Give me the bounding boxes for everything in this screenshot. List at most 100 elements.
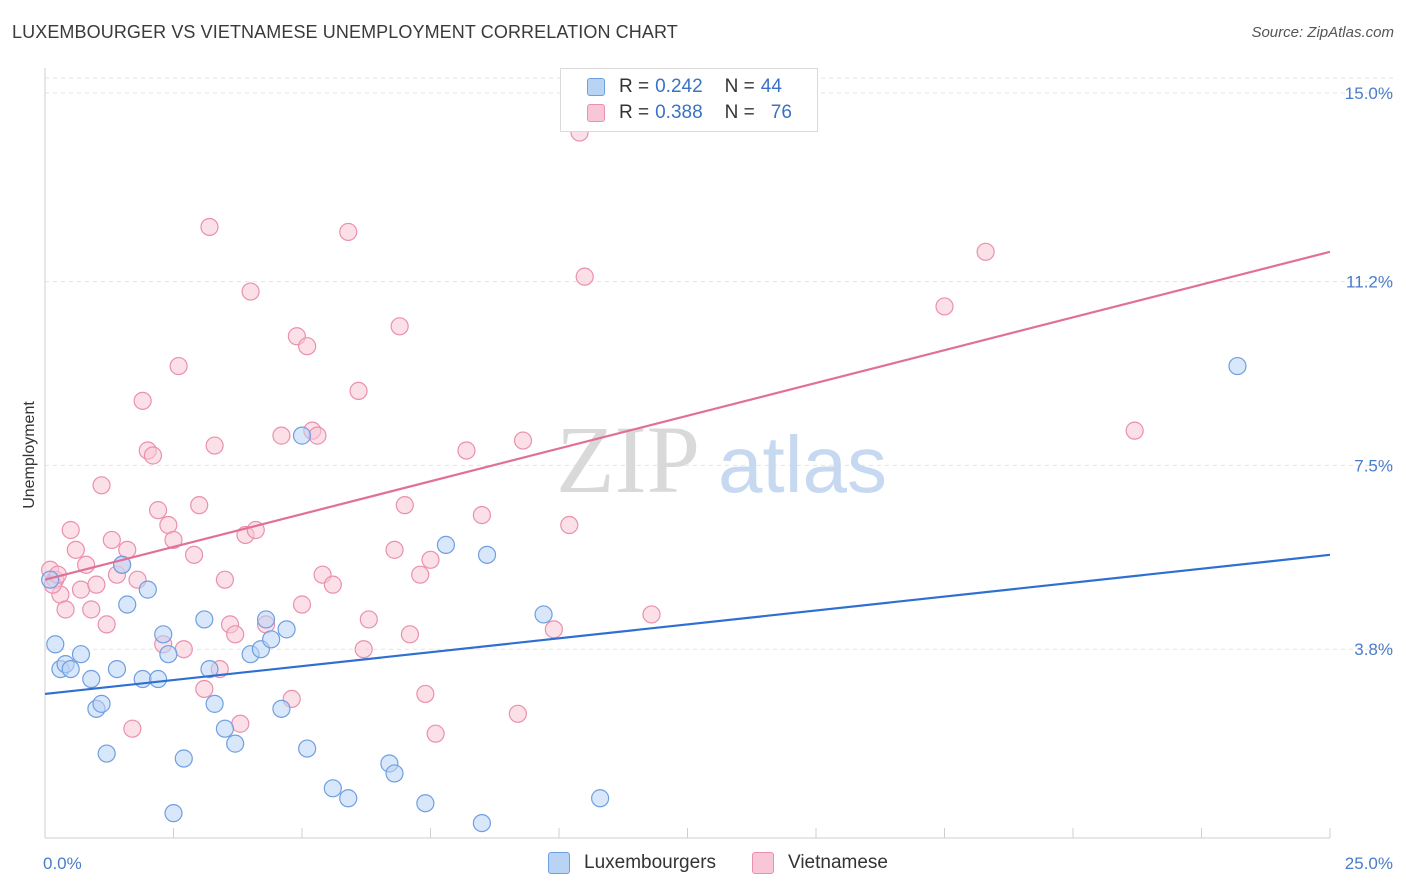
luxembourger-point	[46, 635, 65, 654]
legend-r-value: 0.388	[655, 102, 703, 123]
vietnamese-point	[174, 640, 193, 659]
luxembourger-points	[41, 356, 1247, 833]
vietnamese-trend-line	[44, 250, 1331, 581]
bottom-legend-label: Vietnamese	[788, 852, 888, 873]
legend: R = 0.242 N = 44 R = 0.388 N = 76	[560, 68, 818, 132]
luxembourger-point	[92, 694, 111, 713]
legend-r-label: R =	[619, 76, 650, 97]
vietnamese-point	[560, 515, 579, 535]
legend-row-vietnamese: R = 0.388 N = 76	[587, 101, 792, 125]
vietnamese-point	[200, 217, 219, 237]
vietnamese-point	[82, 600, 101, 619]
y-tick-label: 7.5%	[1354, 456, 1393, 475]
vietnamese-point	[169, 356, 188, 376]
luxembourger-point	[118, 595, 137, 614]
y-tick-label: 3.8%	[1354, 640, 1393, 659]
bottom-legend-label: Luxembourgers	[584, 852, 717, 873]
vietnamese-point	[339, 222, 358, 242]
vietnamese-point	[298, 337, 317, 356]
vietnamese-point	[164, 530, 183, 550]
vietnamese-point	[1125, 421, 1144, 440]
vietnamese-point	[976, 242, 995, 261]
axes	[44, 68, 1331, 839]
vietnamese-point	[66, 540, 85, 559]
vietnamese-point	[359, 610, 378, 629]
luxembourger-point	[148, 669, 168, 689]
x-tick-label: 25.0%	[1345, 854, 1393, 873]
luxembourger-point	[298, 739, 317, 758]
vietnamese-point	[184, 545, 204, 564]
luxembourger-point	[272, 699, 291, 718]
luxembourger-point	[477, 545, 497, 564]
bottom-legend-vietnamese[interactable]: Vietnamese	[752, 852, 888, 874]
vietnamese-point	[148, 501, 168, 520]
vietnamese-point	[143, 446, 163, 465]
vietnamese-point	[292, 595, 312, 614]
y-axis-label: Unemployment	[21, 401, 38, 509]
luxembourger-point	[591, 789, 610, 808]
vietnamese-point	[195, 679, 214, 699]
y-tick-label: 15.0%	[1345, 84, 1393, 103]
vietnamese-point	[308, 426, 327, 445]
luxembourger-point	[1228, 356, 1247, 376]
luxembourger-point	[138, 580, 157, 599]
luxembourger-point	[97, 744, 116, 763]
luxembourger-point	[200, 659, 219, 679]
vietnamese-point	[513, 431, 533, 450]
vietnamese-point	[61, 520, 80, 540]
bottom-legend-swatch-blue	[548, 852, 570, 874]
vietnamese-point	[215, 570, 234, 589]
vietnamese-point	[241, 282, 260, 301]
bottom-legend-luxembourgers[interactable]: Luxembourgers	[548, 852, 716, 874]
bottom-legend-swatch-pink	[752, 852, 774, 874]
x-tick-label: 0.0%	[43, 854, 82, 873]
luxembourger-point	[277, 620, 296, 639]
legend-n-value: 76	[770, 102, 792, 123]
vietnamese-point	[231, 714, 250, 733]
luxembourger-point	[174, 749, 193, 768]
vietnamese-point	[71, 580, 91, 599]
luxembourger-point	[472, 813, 491, 833]
grid	[45, 77, 1395, 650]
vietnamese-point	[87, 575, 106, 594]
luxembourger-point	[339, 789, 358, 808]
luxembourger-point	[195, 610, 214, 629]
trend-lines	[44, 250, 1331, 696]
vietnamese-point	[190, 496, 209, 515]
vietnamese-point	[102, 530, 121, 550]
vietnamese-point	[935, 297, 954, 316]
vietnamese-point	[575, 267, 594, 286]
vietnamese-point	[354, 640, 373, 659]
luxembourger-point	[256, 610, 276, 629]
vietnamese-point	[92, 476, 111, 495]
luxembourger-point	[107, 659, 127, 679]
vietnamese-point	[205, 436, 224, 455]
vietnamese-point	[385, 540, 404, 559]
watermark-atlas: atlas	[718, 420, 887, 509]
luxembourger-point	[385, 764, 404, 783]
vietnamese-point	[416, 684, 435, 704]
vietnamese-point	[390, 317, 409, 336]
vietnamese-point	[272, 426, 291, 445]
luxembourger-point	[262, 630, 281, 649]
legend-n-label: N =	[724, 102, 755, 123]
vietnamese-point	[642, 605, 661, 624]
luxembourger-point	[534, 605, 553, 624]
bottom-legend: Luxembourgers Vietnamese	[0, 852, 1406, 876]
legend-swatch-pink	[587, 104, 605, 122]
vietnamese-point	[472, 505, 491, 525]
chart-title: LUXEMBOURGER VS VIETNAMESE UNEMPLOYMENT …	[12, 22, 678, 42]
legend-n-value: 44	[760, 76, 782, 97]
legend-row-luxembourgers: R = 0.242 N = 44	[587, 75, 782, 99]
tick-labels: 3.8% 7.5% 11.2% 15.0% 0.0% 25.0%	[43, 84, 1393, 873]
luxembourger-point	[41, 570, 60, 589]
luxembourger-point	[292, 426, 312, 445]
vietnamese-point	[457, 441, 476, 460]
vietnamese-point	[97, 615, 116, 634]
vietnamese-point	[349, 381, 368, 401]
luxembourger-point	[215, 719, 234, 738]
luxembourger-point	[416, 794, 435, 813]
legend-swatch-blue	[587, 78, 605, 96]
luxembourger-point	[154, 625, 173, 644]
luxembourger-point	[323, 779, 342, 798]
